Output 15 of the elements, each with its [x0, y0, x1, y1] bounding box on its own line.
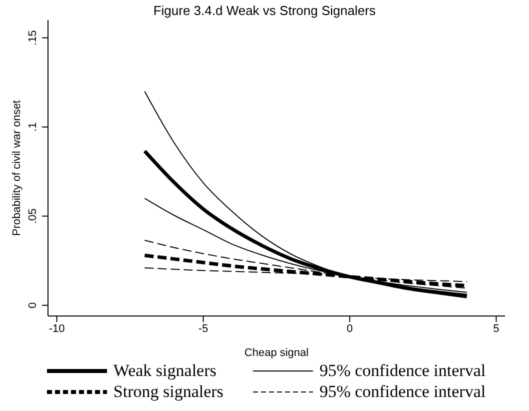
y-tick-label: .1 — [27, 122, 39, 132]
x-tick-label: -5 — [198, 322, 208, 335]
legend-label: Strong signalers — [113, 381, 224, 402]
y-axis-title: Probability of civil war onset — [10, 100, 23, 236]
x-axis-title: Cheap signal — [244, 347, 309, 359]
legend-label: 95% confidence interval — [319, 381, 486, 402]
y-tick-label: 0 — [27, 302, 39, 308]
x-tick-label: -10 — [48, 322, 65, 335]
chart-title: Figure 3.4.d Weak vs Strong Signalers — [152, 3, 377, 20]
x-tick-label: 0 — [346, 322, 353, 335]
legend-label: Weak signalers — [113, 360, 216, 381]
x-tick-label: 5 — [493, 322, 500, 335]
y-tick-label: .15 — [27, 30, 39, 46]
legend-label: 95% confidence interval — [319, 360, 486, 381]
y-tick-label: .05 — [27, 208, 39, 224]
